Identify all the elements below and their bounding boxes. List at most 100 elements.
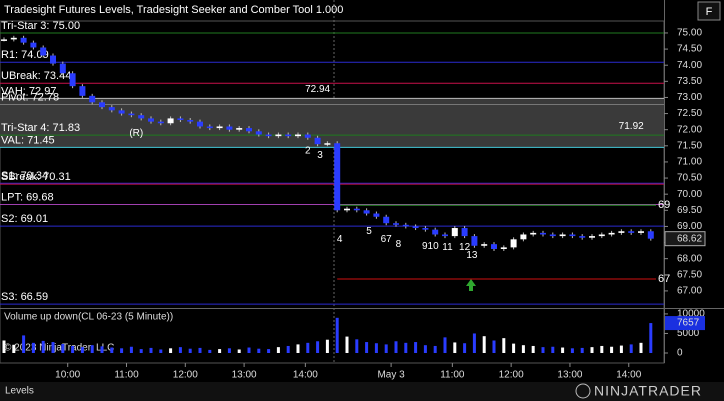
candle	[324, 143, 331, 145]
volume-bar	[629, 344, 633, 353]
y-tick-label: 73.50	[677, 76, 702, 87]
volume-bar	[649, 323, 653, 353]
volume-bar	[414, 342, 418, 353]
candle	[451, 228, 458, 237]
candle	[461, 228, 468, 237]
annotation: 71.92	[619, 121, 644, 132]
x-tick-label: 12:00	[173, 370, 198, 381]
candle	[647, 231, 654, 239]
candle	[187, 120, 194, 122]
candle	[69, 73, 76, 87]
volume-bar	[580, 347, 584, 353]
candle	[108, 107, 115, 111]
volume-bar	[512, 343, 516, 353]
candle	[510, 239, 517, 248]
volume-bar	[355, 339, 359, 353]
volume-tick-label: 0	[677, 348, 683, 359]
last-price-label: 68.62	[677, 233, 702, 244]
candle	[471, 236, 478, 246]
candle	[628, 231, 635, 233]
volume-bar	[492, 340, 496, 353]
volume-bar	[41, 340, 45, 353]
volume-bar	[12, 344, 16, 353]
volume-bar	[90, 345, 94, 353]
annotation: 11	[442, 242, 453, 253]
candle	[246, 128, 252, 132]
volume-bar	[335, 317, 339, 353]
candle	[569, 234, 576, 237]
volume-bar	[443, 337, 447, 353]
volume-bar	[384, 344, 388, 353]
x-tick-label: 10:00	[55, 370, 80, 381]
volume-bar	[561, 347, 565, 353]
level-label: R1: 74.09	[1, 49, 49, 61]
logo-icon	[575, 383, 591, 399]
level-label: Tri-Star 3: 75.00	[1, 20, 80, 32]
last-volume-box	[665, 316, 705, 331]
y-tick-label: 69.00	[677, 221, 702, 232]
candle	[236, 128, 243, 130]
last-volume-label: 7657	[677, 318, 700, 329]
candle	[255, 131, 262, 135]
level-label: UBreak: 73.44	[1, 70, 71, 82]
candle	[540, 232, 546, 235]
level-label: S2: 69.01	[1, 213, 48, 225]
level-label: S1: 70.34	[1, 170, 48, 182]
candle	[383, 216, 390, 224]
volume-bar	[198, 347, 202, 353]
candle	[393, 223, 399, 225]
annotation: 72.94	[305, 84, 330, 95]
candle	[589, 236, 595, 238]
x-tick-label: 11:00	[440, 370, 465, 381]
volume-bar	[394, 341, 398, 353]
volume-bar	[316, 341, 320, 353]
y-tick-label: 69.50	[677, 205, 702, 216]
volume-bar	[600, 345, 604, 353]
volume-bar	[227, 348, 231, 353]
annotation: 67	[381, 234, 393, 245]
volume-bar	[71, 345, 75, 353]
volume-bar	[296, 344, 300, 353]
last-price-box	[664, 231, 706, 247]
volume-bar	[610, 346, 614, 353]
candle	[432, 229, 439, 235]
toolbar-button[interactable]	[697, 1, 721, 21]
y-tick-label: 71.00	[677, 157, 702, 168]
volume-bar	[531, 345, 535, 353]
y-tick-label: 71.50	[677, 140, 702, 151]
volume-bar	[306, 342, 310, 353]
candle	[167, 118, 174, 124]
volume-bar	[502, 338, 506, 353]
tab[interactable]: Levels	[5, 386, 34, 397]
y-tick-label: 74.00	[677, 60, 702, 71]
candle	[304, 134, 311, 138]
candle	[50, 55, 56, 64]
volume-bar	[159, 349, 163, 353]
volume-bar	[433, 345, 437, 353]
candle	[353, 208, 360, 211]
candle	[99, 102, 105, 108]
candle	[197, 121, 203, 127]
candle	[618, 231, 625, 233]
volume-bar	[218, 349, 222, 353]
volume-bar	[247, 347, 251, 353]
annotation: 5	[366, 226, 372, 237]
volume-bar	[286, 345, 290, 353]
volume-bar	[257, 348, 261, 353]
y-tick-label: 70.00	[677, 189, 702, 200]
level-label: Pivot: 72.78	[1, 91, 59, 103]
x-tick-label: 11:00	[114, 370, 139, 381]
volume-bar	[51, 342, 55, 353]
y-tick-label: 68.00	[677, 253, 702, 264]
volume-bar	[208, 349, 212, 353]
candle	[216, 126, 223, 129]
level-label: S3: 66.59	[1, 291, 48, 303]
candle	[373, 213, 380, 217]
toolbar-button-label[interactable]: F	[706, 6, 713, 18]
volume-bar	[570, 348, 574, 353]
candle	[206, 126, 213, 129]
volume-bar	[521, 345, 525, 353]
volume-bar	[100, 346, 104, 353]
volume-bar	[453, 342, 457, 353]
logo: NINJATRADER	[594, 383, 702, 399]
